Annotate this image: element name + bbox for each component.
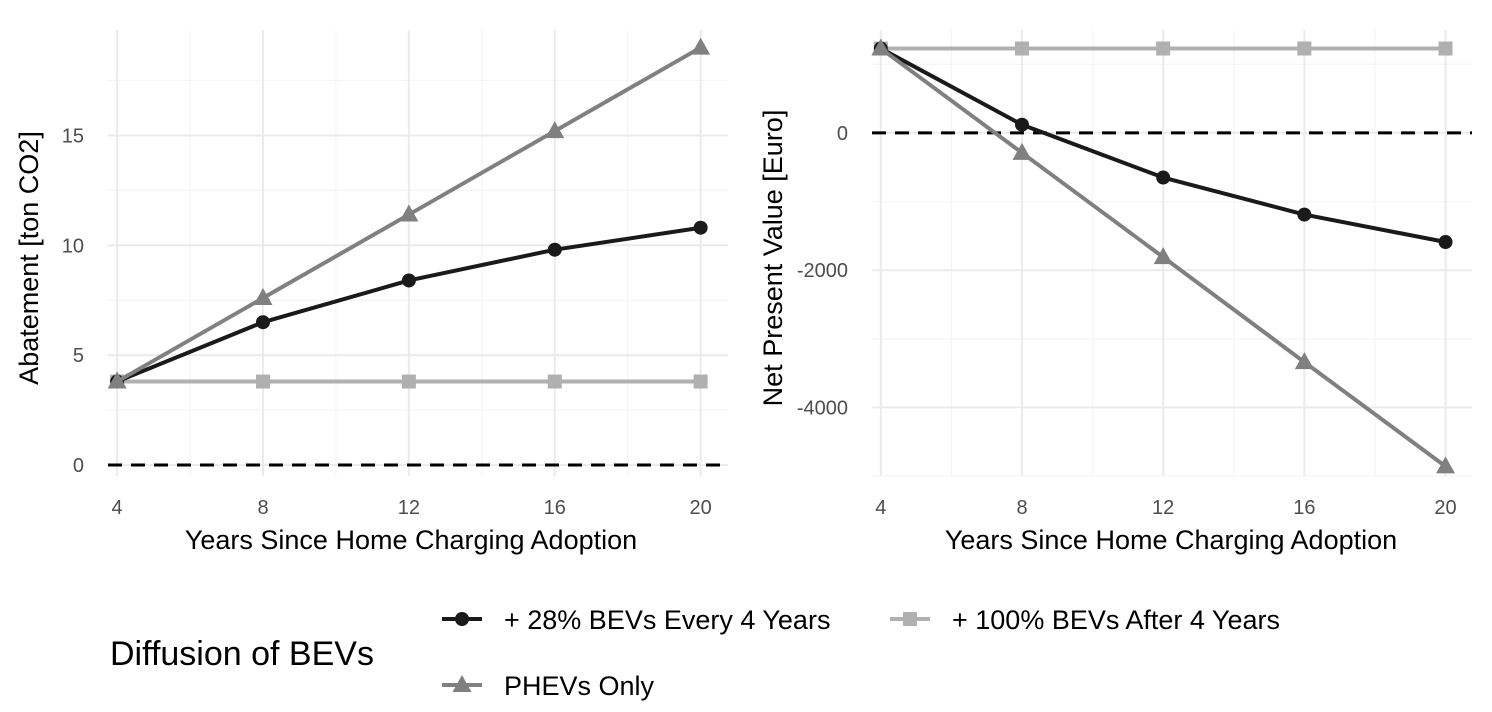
- abatement-panel: 4 8 12 16 20 0 5 10 15 Years Since Home Chargin…: [14, 30, 728, 555]
- npv-point-bev28: [1015, 117, 1029, 132]
- npv-point-bev28: [1297, 207, 1312, 222]
- npv-x-tick-label: 12: [1152, 497, 1174, 519]
- npv-x-axis-title: Years Since Home Charging Adoption: [945, 525, 1397, 555]
- npv-x-tick-label: 16: [1293, 497, 1315, 519]
- legend-item-phev: PHEVs Only: [442, 671, 655, 701]
- abatement-x-tick-label: 4: [112, 497, 123, 519]
- legend-key-marker-phev: [452, 675, 472, 692]
- abatement-x-ticks: 4 8 12 16 20: [112, 497, 712, 519]
- npv-point-bev100: [1438, 41, 1453, 56]
- abatement-y-axis-title: Abatement [ton CO2]: [14, 131, 44, 385]
- abatement-y-tick-label: 10: [62, 235, 84, 257]
- abatement-y-tick-label: 5: [73, 345, 84, 367]
- abatement-x-tick-label: 20: [690, 497, 712, 519]
- legend: Diffusion of BEVs + 28% BEVs Every 4 Yea…: [110, 605, 1280, 701]
- abatement-x-tick-label: 16: [544, 497, 566, 519]
- legend-item-bev28: + 28% BEVs Every 4 Years: [442, 605, 830, 635]
- abatement-point-bev100: [547, 374, 562, 389]
- npv-x-tick-label: 4: [875, 497, 886, 519]
- npv-x-tick-label: 20: [1434, 497, 1456, 519]
- npv-point-bev28: [1438, 235, 1453, 250]
- npv-point-bev100: [1156, 41, 1171, 56]
- abatement-series: [107, 37, 711, 389]
- npv-series: [871, 38, 1456, 474]
- npv-point-phev: [1294, 352, 1314, 370]
- npv-point-phev: [1012, 142, 1032, 160]
- legend-label-bev100: + 100% BEVs After 4 Years: [952, 605, 1280, 635]
- legend-title: Diffusion of BEVs: [110, 635, 374, 673]
- abatement-y-tick-label: 15: [62, 125, 84, 147]
- abatement-point-phev: [107, 371, 127, 389]
- npv-y-axis-title: Net Present Value [Euro]: [758, 110, 788, 407]
- npv-point-phev: [1436, 456, 1456, 474]
- abatement-point-bev28: [401, 273, 416, 288]
- npv-y-tick-label: -2000: [797, 260, 848, 282]
- abatement-point-bev28: [547, 242, 562, 257]
- legend-key-bev100: [890, 612, 930, 626]
- npv-point-phev: [1153, 247, 1173, 265]
- npv-x-tick-label: 8: [1016, 497, 1027, 519]
- abatement-point-phev: [399, 204, 419, 222]
- abatement-x-tick-label: 8: [257, 497, 268, 519]
- legend-key-marker-bev28: [455, 612, 469, 626]
- abatement-point-phev: [691, 37, 711, 55]
- npv-x-ticks: 4 8 12 16 20: [875, 497, 1456, 519]
- abatement-x-tick-label: 12: [398, 497, 420, 519]
- abatement-point-bev28: [693, 220, 708, 235]
- legend-key-bev28: [442, 612, 482, 626]
- abatement-y-tick-label: 0: [73, 455, 84, 477]
- npv-point-bev100: [1015, 41, 1029, 56]
- legend-key-marker-bev100: [903, 612, 917, 626]
- abatement-point-phev: [545, 121, 565, 139]
- npv-grid: [872, 30, 1472, 477]
- legend-label-phev: PHEVs Only: [504, 671, 655, 701]
- npv-point-bev100: [1297, 41, 1312, 56]
- npv-y-ticks: -4000 -2000 0: [797, 123, 848, 419]
- npv-panel: 4 8 12 16 20 -4000 -2000 0 Years Since Home Ch…: [758, 30, 1472, 555]
- abatement-point-bev100: [693, 374, 708, 389]
- npv-point-phev: [871, 38, 891, 56]
- abatement-x-axis-title: Years Since Home Charging Adoption: [185, 525, 637, 555]
- abatement-point-bev28: [256, 315, 270, 330]
- abatement-grid: [108, 30, 728, 476]
- legend-label-bev28: + 28% BEVs Every 4 Years: [504, 605, 830, 635]
- abatement-y-ticks: 0 5 10 15: [62, 125, 84, 477]
- legend-key-phev: [442, 675, 482, 692]
- abatement-point-phev: [253, 288, 273, 306]
- npv-y-tick-label: 0: [837, 123, 848, 145]
- legend-item-bev100: + 100% BEVs After 4 Years: [890, 605, 1280, 635]
- npv-y-tick-label: -4000: [797, 397, 848, 419]
- npv-point-bev28: [1156, 170, 1171, 185]
- abatement-point-bev100: [256, 374, 270, 389]
- abatement-point-bev100: [401, 374, 416, 389]
